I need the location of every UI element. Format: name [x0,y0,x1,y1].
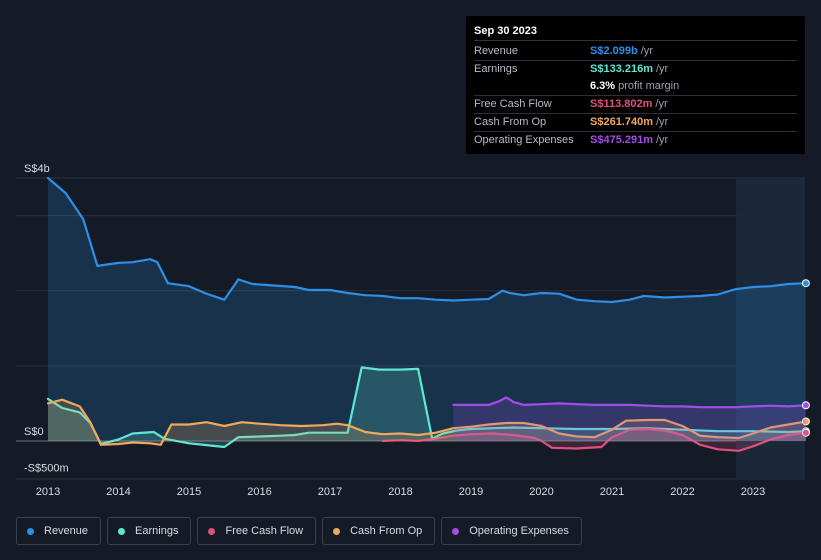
y-tick-label: S$4b [24,163,50,175]
x-tick-label: 2019 [459,486,483,498]
x-axis-labels: 2013 2014 2015 2016 2017 2018 2019 2020 2021 2022… [36,486,765,498]
legend-label: Free Cash Flow [225,525,304,537]
y-tick-label: -S$500m [24,462,69,474]
series-line-cash-from-op [46,398,807,446]
tooltip-label: Operating Expenses [474,134,574,146]
legend-item-revenue[interactable]: Revenue [16,517,102,545]
legend: Revenue Earnings Free Cash Flow Cash Fro… [16,517,582,545]
tooltip-unit: /yr [640,45,653,57]
legend-dot-icon [452,527,460,535]
series-area-earnings [48,367,806,447]
tooltip-row-free-cash-flow: Free Cash Flow S$113.802m /yr [474,96,797,114]
legend-dot-icon [118,527,126,535]
tooltip-label: Free Cash Flow [474,98,552,110]
legend-dot-icon [27,527,34,535]
y-tick-label: S$0 [24,426,44,438]
x-tick-label: 2016 [247,486,271,498]
x-tick-label: 2017 [318,486,342,498]
tooltip-row-cash-from-op: Cash From Op S$261.740m /yr [474,114,797,132]
gridlines [16,177,805,480]
tooltip-unit: /yr [656,116,669,128]
tooltip-value: 6.3% [590,80,616,92]
tooltip-unit: /yr [655,98,668,110]
y-axis-labels: S$4b S$0 -S$500m [24,163,69,474]
x-tick-label: 2013 [36,486,60,498]
tooltip-label [474,78,590,95]
x-tick-label: 2023 [741,486,765,498]
tooltip-row-profit-margin: 6.3% profit margin [474,78,797,96]
x-tick-label: 2021 [600,486,624,498]
series-endpoint-cash-from-op[interactable] [801,417,810,426]
x-tick-label: 2014 [106,486,130,498]
legend-dot-icon [208,527,216,535]
series-line-operating-expenses [452,396,807,409]
series-area-cash-from-op [48,399,806,445]
series-endpoint-operating-expenses[interactable] [801,401,810,410]
legend-label: Earnings [135,525,179,537]
tooltip-date: Sep 30 2023 [474,24,797,41]
legend-item-earnings[interactable]: Earnings [107,517,192,545]
series-layer [46,176,810,452]
legend-label: Revenue [44,525,89,537]
tooltip-row-revenue: Revenue S$2.099b /yr [474,43,797,61]
tooltip-value: S$2.099b [590,45,638,57]
forecast-highlight-region [736,178,805,480]
series-area-revenue [48,178,806,441]
tooltip-unit: profit margin [618,80,680,92]
series-endpoint-free-cash-flow[interactable] [801,428,810,437]
tooltip-unit: /yr [656,63,669,75]
tooltip-label: Earnings [474,63,518,75]
x-tick-label: 2018 [388,486,412,498]
tooltip-value: S$113.802m [590,98,653,110]
x-tick-label: 2022 [670,486,694,498]
tooltip-label: Cash From Op [474,116,547,128]
legend-label: Cash From Op [350,525,423,537]
legend-item-free-cash-flow[interactable]: Free Cash Flow [197,517,317,545]
series-line-revenue [46,176,807,304]
legend-item-operating-expenses[interactable]: Operating Expenses [441,517,582,545]
series-line-earnings [46,366,807,449]
x-tick-label: 2015 [177,486,201,498]
legend-item-cash-from-op[interactable]: Cash From Op [322,517,436,545]
tooltip-unit: /yr [656,134,669,146]
tooltip-panel: Sep 30 2023 Revenue S$2.099b /yr Earning… [466,16,805,154]
tooltip-value: S$133.216m [590,63,653,75]
legend-label: Operating Expenses [469,525,569,537]
tooltip-value: S$475.291m [590,134,653,146]
tooltip-value: S$261.740m [590,116,653,128]
tooltip-row-earnings: Earnings S$133.216m /yr [474,61,797,78]
x-tick-label: 2020 [529,486,553,498]
tooltip-row-operating-expenses: Operating Expenses S$475.291m /yr [474,132,797,149]
series-endpoint-revenue[interactable] [801,279,810,288]
tooltip-label: Revenue [474,45,519,57]
series-line-free-cash-flow [381,427,807,452]
legend-dot-icon [333,527,341,535]
